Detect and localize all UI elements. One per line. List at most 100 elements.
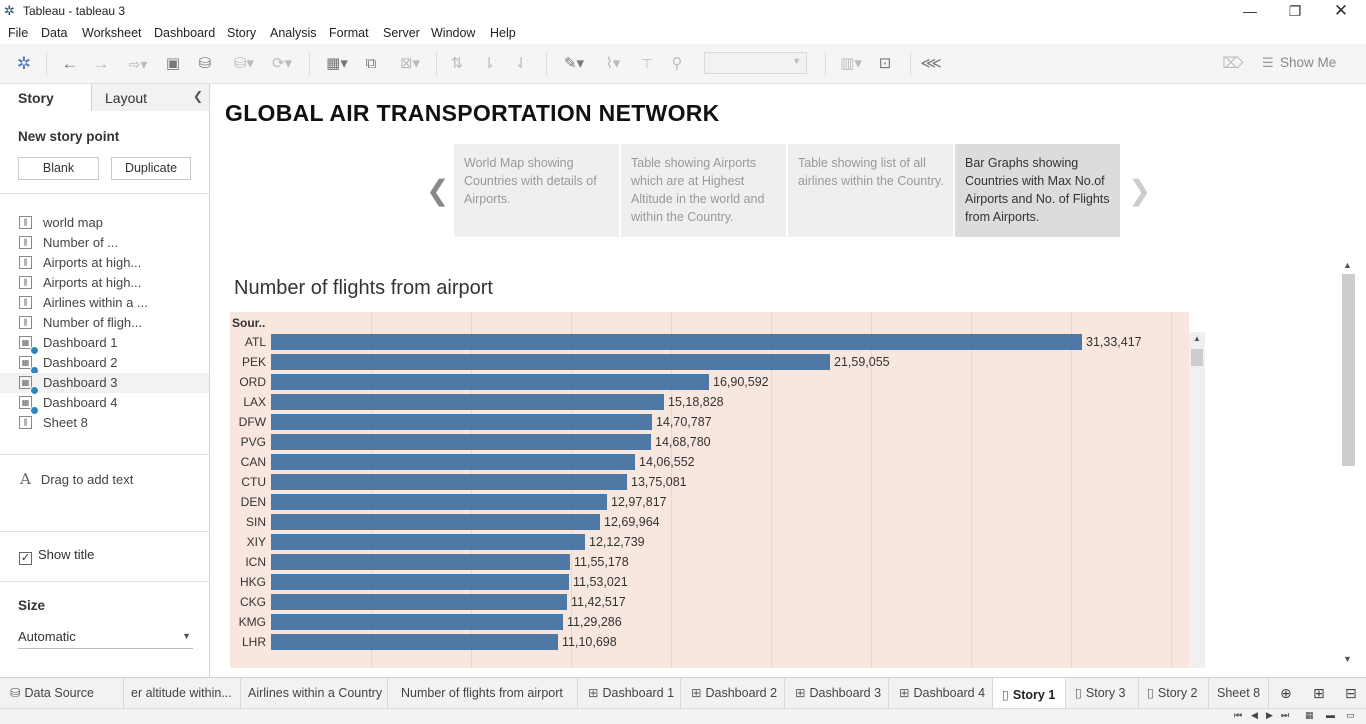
list-item[interactable]: ⫼ Airports at high... [0,253,209,273]
fit-dropdown[interactable]: ▼ [704,52,807,74]
menu-server[interactable]: Server [383,26,420,40]
bar[interactable] [271,374,709,390]
minimize-icon[interactable]: — [1243,3,1257,19]
list-item[interactable]: ⫼ Number of ... [0,233,209,253]
story-scrollbar[interactable]: ▲ ▼ [1340,258,1356,668]
chart-row[interactable]: PVG 14,68,780 [230,432,1190,452]
prev-sheet-icon[interactable]: ◀ [1251,710,1258,720]
close-icon[interactable]: ✕ [1333,1,1349,20]
redo-icon[interactable]: → [92,54,110,73]
clear-sheet-icon[interactable]: ⊠▾ [399,55,421,72]
bar[interactable] [271,534,585,550]
list-item[interactable]: ⫼ Airlines within a ... [0,293,209,313]
tab-sheet[interactable]: Sheet 8 [1209,678,1269,709]
chart-row[interactable]: SIN 12,69,964 [230,512,1190,532]
group-icon[interactable]: ⌇▾ [605,55,621,72]
bar[interactable] [271,574,569,590]
list-item[interactable]: ▦ Dashboard 4 [0,393,209,415]
chart-row[interactable]: CKG 11,42,517 [230,592,1190,612]
chart-row[interactable]: PEK 21,59,055 [230,352,1190,372]
tab-story[interactable]: Story [0,84,92,111]
tab-sheet[interactable]: Airlines within a Country [241,678,388,709]
menu-dashboard[interactable]: Dashboard [154,26,216,40]
list-item[interactable]: ⫼ Sheet 8 [0,413,209,433]
list-item[interactable]: ⫼ Airports at high... [0,273,209,293]
bar[interactable] [271,594,567,610]
next-story-point-icon[interactable]: ❯ [1128,175,1152,206]
tab-dashboard[interactable]: ⊞ Dashboard 4 [889,678,993,709]
tab-data-source[interactable]: ⛁ Data Source [0,678,124,709]
story-point[interactable]: Table showing list of all airlines withi… [788,144,953,237]
filmstrip-view-icon[interactable]: ▬ [1326,710,1335,720]
menu-analysis[interactable]: Analysis [270,26,317,40]
labels-icon[interactable]: ⊤ [641,56,653,71]
pin-icon[interactable]: ⚲ [671,55,683,72]
bar[interactable] [271,634,558,650]
list-item[interactable]: ▦ Dashboard 2 [0,353,209,375]
menu-window[interactable]: Window [431,26,476,40]
sort-ascending-icon[interactable]: ⇂ [482,55,496,72]
pause-updates-icon[interactable]: ⛁▾ [233,55,255,72]
scrollbar-thumb[interactable] [1342,274,1355,466]
bar[interactable] [271,514,600,530]
new-story-icon[interactable]: ⊟ [1345,685,1357,701]
new-worksheet-icon[interactable]: ▦▾ [326,55,348,72]
chart-row[interactable]: DFW 14,70,787 [230,412,1190,432]
list-item[interactable]: ▦ Dashboard 3 [0,373,209,395]
bar[interactable] [271,454,635,470]
scroll-down-icon[interactable]: ▼ [1343,654,1352,664]
scrollbar-thumb[interactable] [1191,349,1203,366]
menu-worksheet[interactable]: Worksheet [82,26,142,40]
next-sheet-icon[interactable]: ▶ [1266,710,1273,720]
tab-layout[interactable]: Layout [92,84,209,111]
bar[interactable] [271,434,651,450]
bar[interactable] [271,494,607,510]
restore-icon[interactable]: ❐ [1288,3,1302,19]
share-icon[interactable]: ⋘ [920,55,942,72]
chart-row[interactable]: CTU 13,75,081 [230,472,1190,492]
swap-icon[interactable]: ⇅ [450,55,464,72]
column-header[interactable]: Sour.. [232,316,266,330]
size-select[interactable]: Automatic ▼ [18,627,193,649]
bar[interactable] [271,354,830,370]
tableau-home-icon[interactable]: ✲ [16,54,32,73]
last-sheet-icon[interactable]: ⏭ [1281,710,1290,720]
chart-scrollbar[interactable]: ▲ [1189,332,1205,668]
tab-story-active[interactable]: ▯ Story 1 [993,678,1066,709]
new-data-source-icon[interactable]: ⛁ [198,55,212,72]
fit-icon[interactable]: ▥▾ [840,55,862,72]
scroll-up-icon[interactable]: ▲ [1343,260,1352,270]
story-point[interactable]: World Map showing Countries with details… [454,144,619,237]
bar[interactable] [271,554,570,570]
format-painter-icon[interactable]: ⌦ [1222,55,1244,72]
show-me-button[interactable]: ☰ Show Me [1262,55,1337,70]
menu-data[interactable]: Data [41,26,68,40]
refresh-icon[interactable]: ⟳▾ [271,55,293,72]
show-title-checkbox[interactable]: ✓ Show title [19,547,95,565]
story-point[interactable]: Table showing Airports which are at High… [621,144,786,237]
list-item[interactable]: ⫼ Number of fligh... [0,313,209,333]
scroll-up-icon[interactable]: ▲ [1193,334,1201,343]
presentation-mode-icon[interactable]: ⊡ [878,55,892,72]
bar[interactable] [271,614,563,630]
highlight-icon[interactable]: ✎▾ [563,55,585,72]
tab-story[interactable]: ▯ Story 3 [1066,678,1139,709]
save-icon[interactable]: ▣ [165,55,181,72]
menu-format[interactable]: Format [329,26,369,40]
chart-row[interactable]: ATL 31,33,417 [230,332,1190,352]
tab-dashboard[interactable]: ⊞ Dashboard 1 [578,678,681,709]
list-item[interactable]: ▦ Dashboard 1 [0,333,209,355]
blank-button[interactable]: Blank [18,157,99,180]
story-point-active[interactable]: Bar Graphs showing Countries with Max No… [955,144,1120,237]
tab-sheet[interactable]: er altitude within... [124,678,241,709]
chart-row[interactable]: XIY 12,12,739 [230,532,1190,552]
chart-row[interactable]: KMG 11,29,286 [230,612,1190,632]
first-sheet-icon[interactable]: ⏮ [1234,710,1243,720]
new-worksheet-icon[interactable]: ⊕ [1280,685,1292,701]
undo-icon[interactable]: ← [61,54,79,73]
list-item[interactable]: ⫼ world map [0,213,209,233]
tab-dashboard[interactable]: ⊞ Dashboard 3 [785,678,889,709]
duplicate-button[interactable]: Duplicate [111,157,191,180]
sort-descending-icon[interactable]: ⇃ [514,55,528,72]
chart-row[interactable]: CAN 14,06,552 [230,452,1190,472]
